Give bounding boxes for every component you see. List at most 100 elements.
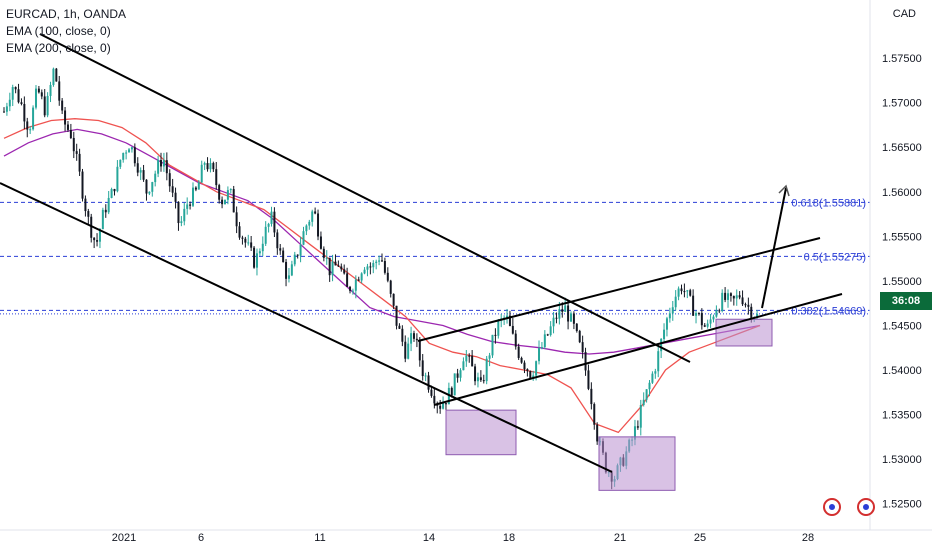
highlight-box	[598, 436, 676, 491]
candle-body	[337, 265, 340, 267]
candle-body	[695, 313, 698, 316]
candle-body	[439, 405, 442, 409]
candle-body	[738, 295, 741, 298]
symbol-label[interactable]: EURCAD, 1h, OANDA	[6, 7, 127, 21]
candle-body	[520, 357, 523, 363]
candle-body	[192, 187, 194, 206]
candle-body	[168, 173, 171, 187]
candle-body	[668, 313, 671, 319]
candle-body	[491, 334, 494, 356]
fibonacci-levels: 0.618(1.55881) 0.5(1.55275) 0.382(1.54669)	[0, 197, 870, 317]
candle-body	[590, 388, 593, 405]
alert-icon-dot	[863, 504, 869, 510]
highlight-box	[445, 409, 517, 456]
candle-body	[421, 360, 424, 377]
candle-body	[23, 103, 26, 122]
candle-body	[357, 279, 360, 281]
candle-body	[494, 334, 497, 336]
candle-body	[64, 110, 67, 125]
candle-body	[660, 339, 663, 352]
candle-body	[482, 380, 485, 382]
candle-body	[427, 375, 430, 390]
candle-body	[564, 305, 567, 312]
candle-body	[319, 236, 322, 249]
alert-icons[interactable]	[823, 498, 875, 516]
candle-body	[247, 242, 250, 244]
highlight-boxes	[445, 318, 773, 491]
candle-body	[508, 315, 511, 326]
candle-body	[407, 343, 410, 359]
candle-body	[122, 153, 125, 160]
candle-body	[453, 373, 456, 396]
x-tick-label: 2021	[112, 532, 136, 544]
candle-body	[26, 121, 29, 130]
candle-body	[360, 273, 363, 281]
candle-body	[200, 164, 203, 183]
candle-body	[255, 253, 258, 268]
candle-body	[389, 280, 392, 294]
candle-body	[543, 334, 546, 348]
y-tick-label: 1.56500	[882, 142, 922, 154]
candle-body	[465, 355, 468, 362]
candle-body	[442, 403, 445, 409]
candle-body	[354, 279, 357, 291]
candle-body	[645, 389, 648, 400]
ema200-label[interactable]: EMA (200, close, 0)	[6, 41, 111, 55]
candle-body	[747, 304, 750, 307]
ema-lines	[3, 118, 761, 434]
candle-body	[756, 314, 759, 318]
candle-body	[180, 221, 183, 224]
candle-body	[133, 147, 136, 164]
candle-body	[32, 107, 35, 130]
candle-body	[450, 387, 453, 396]
candle-body	[567, 305, 570, 322]
candle-body	[322, 248, 325, 258]
candle-body	[305, 225, 308, 232]
candle-body	[162, 160, 165, 167]
candle-body	[514, 333, 517, 347]
candle-body	[683, 291, 686, 293]
candle-body	[223, 199, 226, 205]
candle-body	[700, 313, 703, 326]
candle-body	[511, 325, 514, 334]
candle-body	[177, 201, 180, 224]
candle-body	[14, 87, 17, 90]
candle-body	[404, 341, 407, 359]
candle-body	[636, 426, 639, 428]
candle-body	[194, 187, 197, 190]
time-axis[interactable]: 2021 6 11 14 18 21 25 28	[112, 532, 814, 544]
candle-body	[128, 149, 131, 153]
candle-body	[52, 68, 55, 85]
candle-body	[308, 221, 311, 226]
candle-body	[285, 262, 288, 279]
candle-body	[410, 333, 413, 344]
candle-body	[485, 358, 488, 382]
ema100-label[interactable]: EMA (100, close, 0)	[6, 24, 111, 38]
candle-body	[334, 261, 337, 266]
candle-body	[709, 319, 712, 324]
candle-body	[398, 325, 401, 329]
candle-body	[58, 81, 61, 101]
candle-body	[34, 88, 37, 108]
candle-body	[290, 264, 293, 276]
candle-body	[78, 153, 81, 172]
candle-body	[456, 373, 459, 378]
candle-body	[49, 84, 52, 96]
x-tick-label: 6	[198, 532, 204, 544]
candle-body	[526, 369, 529, 372]
candle-body	[325, 257, 328, 259]
candle-body	[218, 185, 221, 200]
candle-body	[538, 348, 541, 362]
candle-body	[96, 240, 99, 242]
candle-body	[293, 254, 296, 265]
candle-body	[642, 399, 645, 406]
candle-body	[287, 275, 290, 279]
candle-body	[107, 197, 110, 213]
candle-body	[238, 226, 241, 238]
candles	[3, 67, 759, 490]
candle-body	[282, 250, 285, 263]
candle-body	[727, 293, 730, 300]
candle-body	[90, 216, 93, 238]
price-axis[interactable]: 1.57500 1.57000 1.56500 1.56000 1.55500 1.550…	[882, 53, 922, 511]
